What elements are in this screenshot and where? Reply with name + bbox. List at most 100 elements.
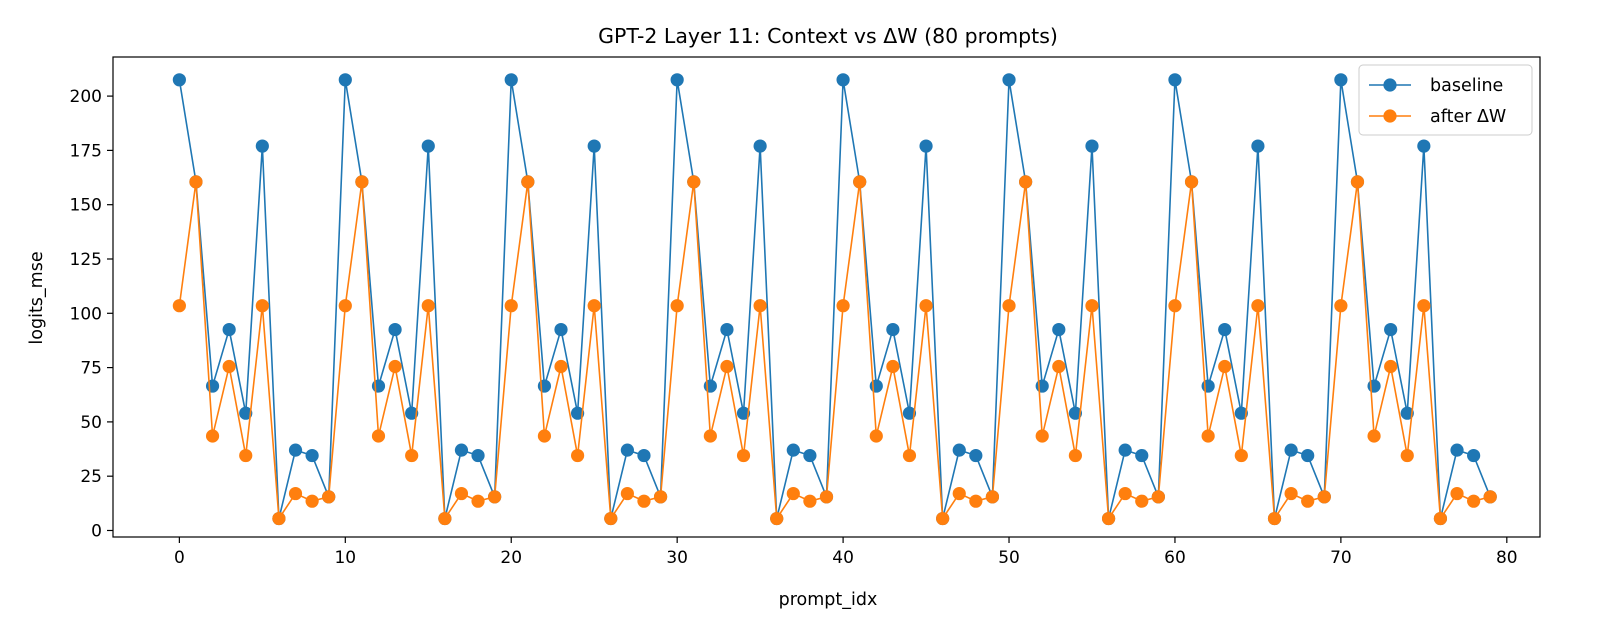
data-point [288,443,303,457]
data-point [1467,448,1481,463]
data-point [1317,490,1331,504]
data-point [1052,359,1066,374]
data-point [488,490,502,504]
data-point [1467,494,1481,508]
data-point [1400,406,1414,420]
y-tick-label: 100 [70,304,102,324]
data-point [1301,494,1315,508]
data-point [1035,429,1049,443]
legend-box [1358,64,1533,136]
data-point [388,322,402,337]
data-point [720,322,734,337]
data-point [969,448,983,463]
x-tick-label: 60 [1164,548,1186,568]
series-line [178,181,1491,520]
x-tick-label: 0 [174,548,185,568]
data-point [637,494,651,508]
data-point [720,359,734,374]
data-point [1350,175,1365,189]
legend-label: baseline [1430,76,1503,96]
data-point [537,379,552,393]
data-point [554,359,568,374]
data-point [869,379,883,393]
legend-item: baseline [1369,76,1503,96]
data-point [1284,486,1298,501]
data-point [1400,448,1414,463]
data-point [952,443,966,457]
series-line [178,79,1491,520]
legend-item: after ΔW [1369,107,1506,127]
data-point [355,175,369,189]
data-point [1201,379,1215,393]
data-point [338,299,352,313]
data-point [637,448,651,463]
data-point [604,511,618,526]
y-tick-label: 150 [70,196,102,216]
x-tick-label: 10 [334,548,356,568]
data-point [869,429,883,443]
x-axis-label: prompt_idx [779,590,878,610]
data-point [1002,299,1016,313]
data-point [770,511,784,526]
data-point [405,448,419,463]
data-point [1135,494,1149,508]
data-point [1068,406,1082,420]
data-point [1168,299,1182,313]
data-point [1151,490,1165,504]
y-tick-label: 75 [80,359,102,379]
data-point [1218,322,1232,337]
data-point [371,429,386,443]
data-point [1218,359,1232,374]
axes-frame [112,56,1541,538]
data-point [1384,322,1398,337]
legend: baseline after ΔW [1358,64,1533,136]
data-point [1367,429,1381,443]
series-after-delta-w [172,175,1497,526]
x-axis-ticks: 0 10 20 30 40 50 60 70 80 [174,537,1518,568]
x-tick-label: 30 [666,548,688,568]
data-point [902,448,917,463]
data-point [388,359,402,374]
data-point [1019,175,1033,189]
data-point [454,443,469,457]
data-point [753,139,767,153]
data-point [886,359,900,374]
data-point [836,299,850,313]
data-point [305,448,319,463]
data-point [670,73,684,87]
data-point [587,139,601,153]
data-point [620,443,634,457]
data-point [1002,73,1016,87]
data-point [371,379,386,393]
data-point [172,299,186,313]
data-point [1483,490,1497,504]
data-point [620,486,634,501]
data-point [1450,443,1464,457]
series-baseline [172,73,1497,526]
x-tick-label: 70 [1330,548,1352,568]
y-tick-label: 0 [91,521,102,541]
data-point [819,490,834,504]
data-point [1384,359,1398,374]
data-point [1085,139,1099,153]
data-point [1334,299,1348,313]
data-point [288,486,303,501]
data-point [687,175,701,189]
data-point [786,443,800,457]
data-point [1367,379,1381,393]
legend-marker [1383,78,1397,92]
data-point [222,359,236,374]
data-point [504,73,518,87]
data-point [902,406,917,420]
legend-label: after ΔW [1430,107,1506,127]
x-tick-label: 50 [998,548,1020,568]
data-point [454,486,469,501]
x-tick-label: 80 [1496,548,1518,568]
legend-marker [1383,109,1397,123]
data-point [504,299,518,313]
data-point [670,299,684,313]
y-tick-label: 25 [80,467,102,487]
data-point [471,448,485,463]
data-point [205,379,220,393]
